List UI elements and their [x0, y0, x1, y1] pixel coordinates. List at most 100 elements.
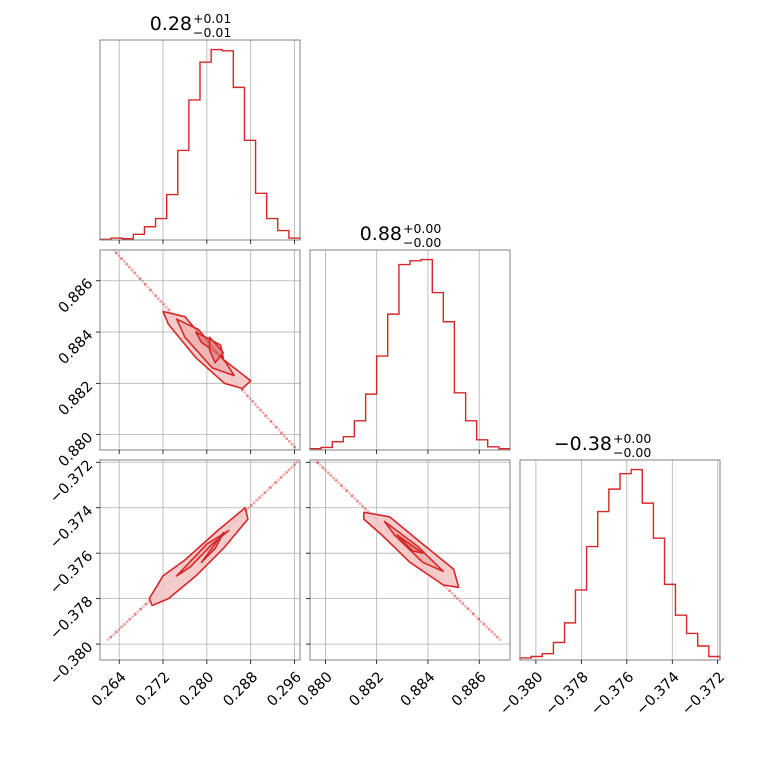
density-panel-0-1: [96, 249, 301, 454]
panel-title-plus-1: +0.00: [403, 221, 441, 236]
scatter-point: [251, 399, 255, 403]
scatter-point: [326, 471, 330, 475]
x-tick-label: −0.372: [679, 669, 728, 718]
scatter-point: [287, 468, 291, 472]
x-tick-label: 0.288: [221, 669, 262, 710]
scatter-point: [148, 288, 152, 292]
scatter-point: [138, 277, 142, 281]
scatter-point: [266, 417, 270, 421]
density-panel-0-2: [96, 459, 301, 664]
scatter-point: [290, 465, 294, 469]
contour-level-1: [175, 318, 235, 377]
scatter-point: [355, 499, 359, 503]
scatter-point: [112, 632, 116, 636]
scatter-point: [337, 481, 341, 485]
x-tick-label: 0.886: [449, 669, 490, 710]
scatter-point: [279, 475, 283, 479]
x-tick-label: −0.376: [588, 669, 637, 718]
scatter-point: [334, 479, 338, 483]
scatter-point: [285, 437, 289, 441]
scatter-point: [490, 630, 494, 634]
scatter-point: [342, 486, 346, 490]
scatter-point: [498, 638, 502, 642]
scatter-point: [128, 617, 132, 621]
scatter-point: [287, 439, 291, 443]
scatter-point: [492, 632, 496, 636]
scatter-point: [139, 607, 143, 611]
scatter-point: [272, 422, 276, 426]
panel-frame: [309, 459, 511, 661]
scatter-point: [159, 299, 163, 303]
scatter-point: [458, 599, 462, 603]
panel-title-value-2: −0.38: [554, 433, 612, 455]
panel-content: [112, 250, 299, 450]
scatter-point: [277, 428, 281, 432]
scatter-point: [156, 297, 160, 301]
scatter-point: [453, 594, 457, 598]
scatter-point: [141, 605, 145, 609]
scatter-point: [260, 493, 264, 497]
y-tick-label: −0.376: [47, 548, 96, 597]
scatter-point: [345, 489, 349, 493]
panel-title-plus-2: +0.00: [613, 431, 651, 446]
panel-content: [313, 460, 502, 642]
x-tick-label: 0.882: [347, 669, 388, 710]
scatter-point: [125, 620, 129, 624]
scatter-point: [135, 274, 139, 278]
y-tick-label: 0.886: [56, 276, 97, 317]
y-tick-label: 0.882: [56, 378, 97, 419]
scatter-point: [290, 442, 294, 446]
contour-level-2: [200, 531, 225, 564]
x-tick-label: −0.378: [543, 669, 592, 718]
scatter-point: [332, 476, 336, 480]
density-panel-1-2: [306, 459, 511, 664]
scatter-point: [282, 434, 286, 438]
scatter-point: [318, 463, 322, 467]
histogram-0: [99, 48, 301, 241]
scatter-point: [450, 591, 454, 595]
contour-level-3: [208, 336, 225, 364]
scatter-point: [259, 408, 263, 412]
panel-title-minus-1: −0.00: [403, 235, 441, 250]
scatter-point: [253, 402, 257, 406]
scatter-point: [122, 622, 126, 626]
scatter-point: [477, 617, 481, 621]
x-tick-label: 0.264: [89, 669, 130, 710]
scatter-point: [106, 638, 110, 642]
scatter-point: [347, 491, 351, 495]
panel-frame: [309, 249, 511, 451]
x-axis-labels-0: 0.264 0.272 0.280 0.288 0.296: [89, 669, 305, 710]
scatter-point: [133, 612, 137, 616]
scatter-point: [136, 610, 140, 614]
scatter-point: [245, 394, 249, 398]
panel-title-plus-0: +0.01: [193, 11, 231, 26]
scatter-point: [363, 507, 367, 511]
scatter-point: [479, 620, 483, 624]
scatter-point: [329, 473, 333, 477]
scatter-point: [321, 466, 325, 470]
scatter-point: [252, 501, 256, 505]
scatter-point: [146, 285, 150, 289]
scatter-point: [127, 265, 131, 269]
scatter-point: [263, 491, 267, 495]
scatter-point: [366, 509, 370, 513]
panel-frame: [99, 249, 301, 451]
scatter-point: [109, 635, 113, 639]
scatter-point: [120, 625, 124, 629]
scatter-point: [293, 463, 297, 467]
x-tick-label: 0.280: [177, 669, 218, 710]
scatter-point: [456, 597, 460, 601]
scatter-point: [114, 630, 118, 634]
scatter-point: [167, 308, 171, 312]
x-axis-labels-1: 0.880 0.882 0.884 0.886: [295, 669, 490, 710]
scatter-point: [474, 614, 478, 618]
panel-title-value-0: 0.28: [150, 13, 192, 35]
x-tick-label: −0.374: [634, 669, 683, 718]
scatter-point: [353, 496, 357, 500]
scatter-point: [274, 481, 278, 485]
scatter-point: [151, 291, 155, 295]
scatter-point: [248, 397, 252, 401]
scatter-point: [269, 419, 273, 423]
